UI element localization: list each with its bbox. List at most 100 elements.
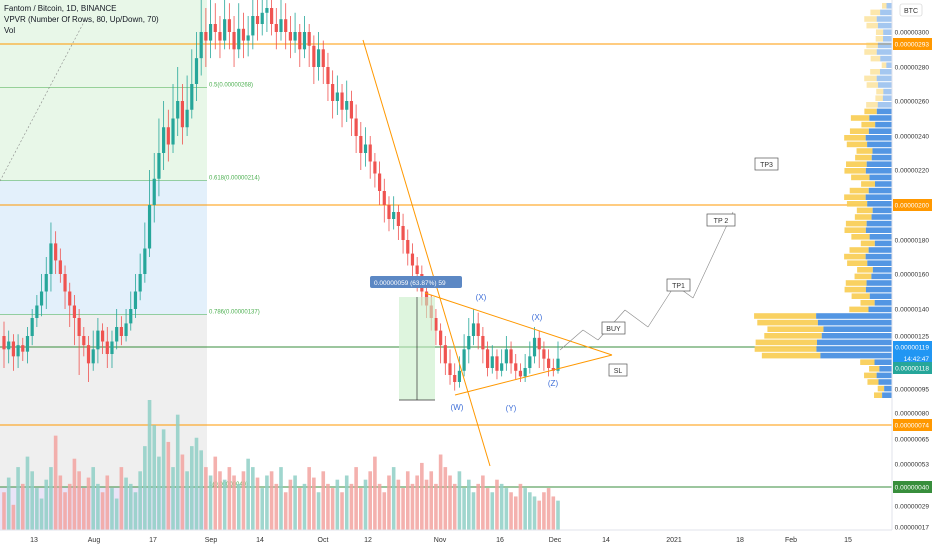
- candle-body: [124, 323, 128, 336]
- vpvr-row-up: [867, 141, 892, 148]
- candle-body: [298, 32, 302, 50]
- candle-body: [368, 144, 372, 162]
- volume-bar: [443, 467, 448, 530]
- candle-body: [509, 349, 513, 364]
- volume-bar: [391, 467, 396, 530]
- vpvr-row-up: [868, 247, 892, 253]
- candle-body: [490, 356, 494, 368]
- projection-path: [624, 309, 649, 328]
- price-highlight-bg: [893, 199, 932, 211]
- candle-body: [523, 368, 527, 377]
- vpvr-row-down: [856, 207, 873, 214]
- price-highlight-label: 14:42:47: [904, 356, 930, 363]
- volume-bar: [363, 479, 368, 530]
- candle-body: [387, 205, 391, 219]
- volume-bar: [58, 475, 63, 530]
- vpvr-row-up: [876, 49, 892, 55]
- projection-path: [647, 284, 676, 328]
- vpvr-row-down: [854, 273, 872, 280]
- volume-bar: [312, 477, 316, 530]
- time-tick-label: 15: [844, 537, 852, 544]
- vpvr-row-up: [816, 339, 892, 346]
- candle-body: [293, 32, 297, 41]
- vpvr-row-down: [881, 62, 887, 68]
- vpvr-row-up: [879, 69, 892, 75]
- volume-bar: [344, 475, 349, 530]
- volume-bar: [302, 483, 307, 530]
- candle-body: [171, 118, 175, 145]
- vpvr-row-up: [865, 194, 892, 200]
- vpvr-row-down: [857, 267, 873, 273]
- projection-label-box: [601, 321, 626, 335]
- volume-bar: [199, 450, 203, 530]
- volume-bar: [25, 456, 30, 530]
- volume-bar: [189, 446, 194, 530]
- candle-body: [439, 330, 443, 346]
- candle-body: [39, 291, 44, 306]
- vpvr-row-up: [867, 260, 892, 266]
- vpvr-row-down: [874, 392, 883, 398]
- vpvr-row-up: [820, 352, 892, 359]
- price-tick-label: 0.00000080: [895, 411, 930, 418]
- time-tick-label: Feb: [785, 537, 797, 544]
- candle-body: [265, 8, 269, 13]
- vpvr-row-up: [875, 121, 892, 128]
- vpvr-row-down: [864, 49, 877, 55]
- candle-body: [457, 370, 462, 382]
- price-tick-label: 0.00000053: [895, 462, 930, 469]
- chart-legend: Fantom / Bitcoin, 1D, BINANCE VPVR (Numb…: [4, 3, 159, 36]
- vpvr-row-up: [874, 300, 892, 306]
- vpvr-indicator-label[interactable]: VPVR (Number Of Rows, 80, Up/Down, 70): [4, 15, 159, 24]
- vpvr-row-down: [860, 300, 875, 306]
- volume-bar: [96, 483, 100, 530]
- candle-body: [354, 118, 358, 136]
- time-tick-label: 14: [602, 537, 610, 544]
- volume-indicator-label[interactable]: Vol: [4, 26, 16, 35]
- volume-bar: [67, 483, 72, 530]
- projection-label: TP1: [672, 283, 685, 290]
- projection-label: TP3: [760, 162, 773, 169]
- volume-bar: [20, 483, 25, 530]
- vpvr-row-up: [821, 333, 892, 339]
- candle-body: [152, 178, 156, 205]
- candle-body: [255, 16, 260, 24]
- candle-body: [349, 101, 354, 119]
- candle-body: [77, 318, 81, 336]
- price-highlight-bg: [893, 362, 932, 374]
- volume-bar: [35, 488, 39, 530]
- vpvr-row-down: [764, 333, 822, 339]
- volume-bar: [424, 479, 429, 530]
- vpvr-row-down: [855, 154, 872, 161]
- volume-bar: [171, 467, 175, 530]
- vpvr-row-up: [871, 214, 892, 220]
- volume-bar: [476, 483, 480, 530]
- fib-label: 0.786(0.00000137): [209, 309, 260, 315]
- candle-body: [11, 341, 15, 357]
- candle-body: [500, 363, 504, 371]
- symbol-title[interactable]: Fantom / Bitcoin, 1D, BINANCE: [4, 4, 117, 13]
- volume-bar: [128, 483, 133, 530]
- candle-body: [274, 24, 278, 32]
- candle-body: [326, 67, 330, 84]
- candle-body: [514, 363, 518, 371]
- vpvr-row-up: [865, 135, 892, 141]
- volume-bar: [532, 496, 537, 530]
- candle-body: [556, 358, 560, 371]
- candle-body: [382, 191, 386, 205]
- candle-body: [406, 240, 410, 254]
- volume-bar: [429, 471, 434, 530]
- volume-bar: [2, 492, 6, 530]
- volume-bar: [457, 471, 462, 530]
- vpvr-row-down: [870, 55, 881, 62]
- vpvr-row-down: [854, 214, 872, 220]
- vpvr-row-up: [816, 313, 892, 319]
- volume-bar: [471, 492, 476, 530]
- candle-body: [485, 349, 490, 368]
- candle-body: [49, 243, 53, 274]
- vpvr-row-up: [878, 379, 892, 385]
- candle-body: [166, 127, 170, 145]
- candle-body: [86, 345, 91, 364]
- candle-body: [105, 341, 109, 354]
- volume-bar: [194, 437, 199, 530]
